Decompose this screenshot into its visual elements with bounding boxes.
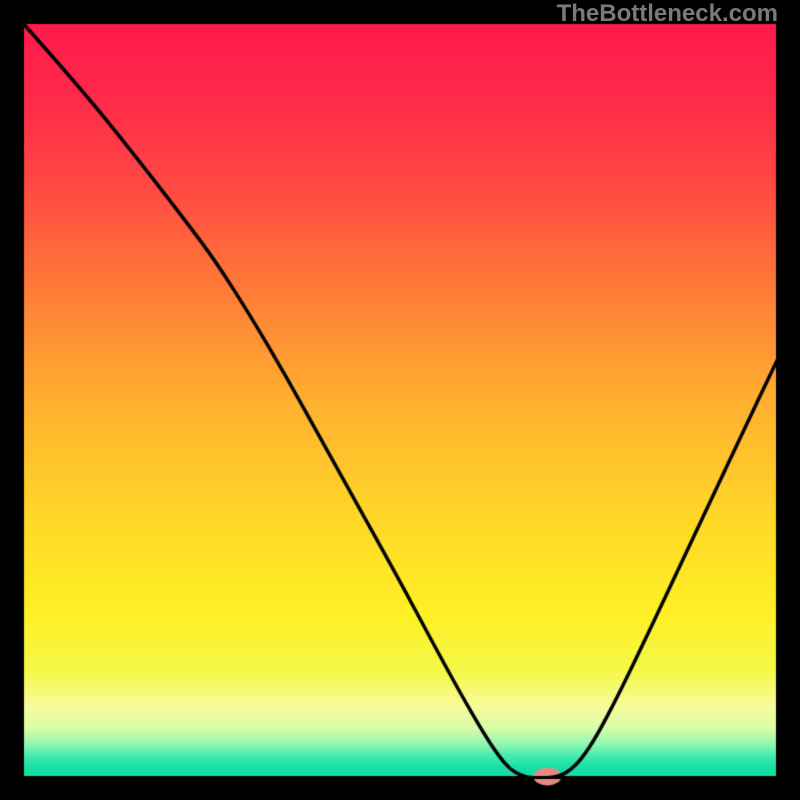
bottleneck-curve-chart <box>0 0 800 800</box>
watermark-text: TheBottleneck.com <box>557 0 778 28</box>
chart-container: TheBottleneck.com <box>0 0 800 800</box>
